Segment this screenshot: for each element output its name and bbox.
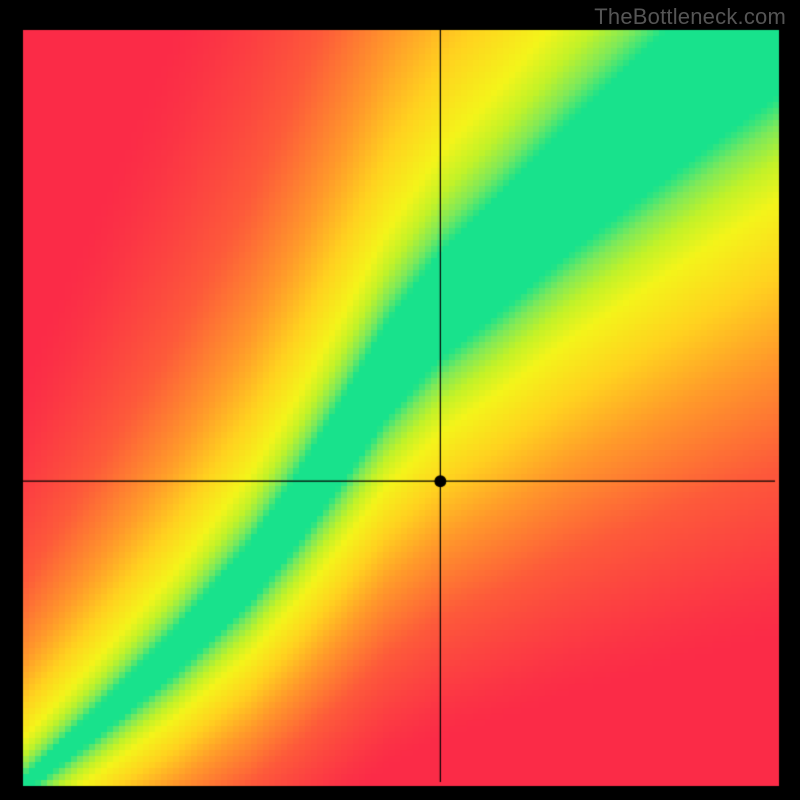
heatmap-canvas — [0, 0, 800, 800]
chart-container: TheBottleneck.com — [0, 0, 800, 800]
watermark-text: TheBottleneck.com — [594, 4, 786, 30]
